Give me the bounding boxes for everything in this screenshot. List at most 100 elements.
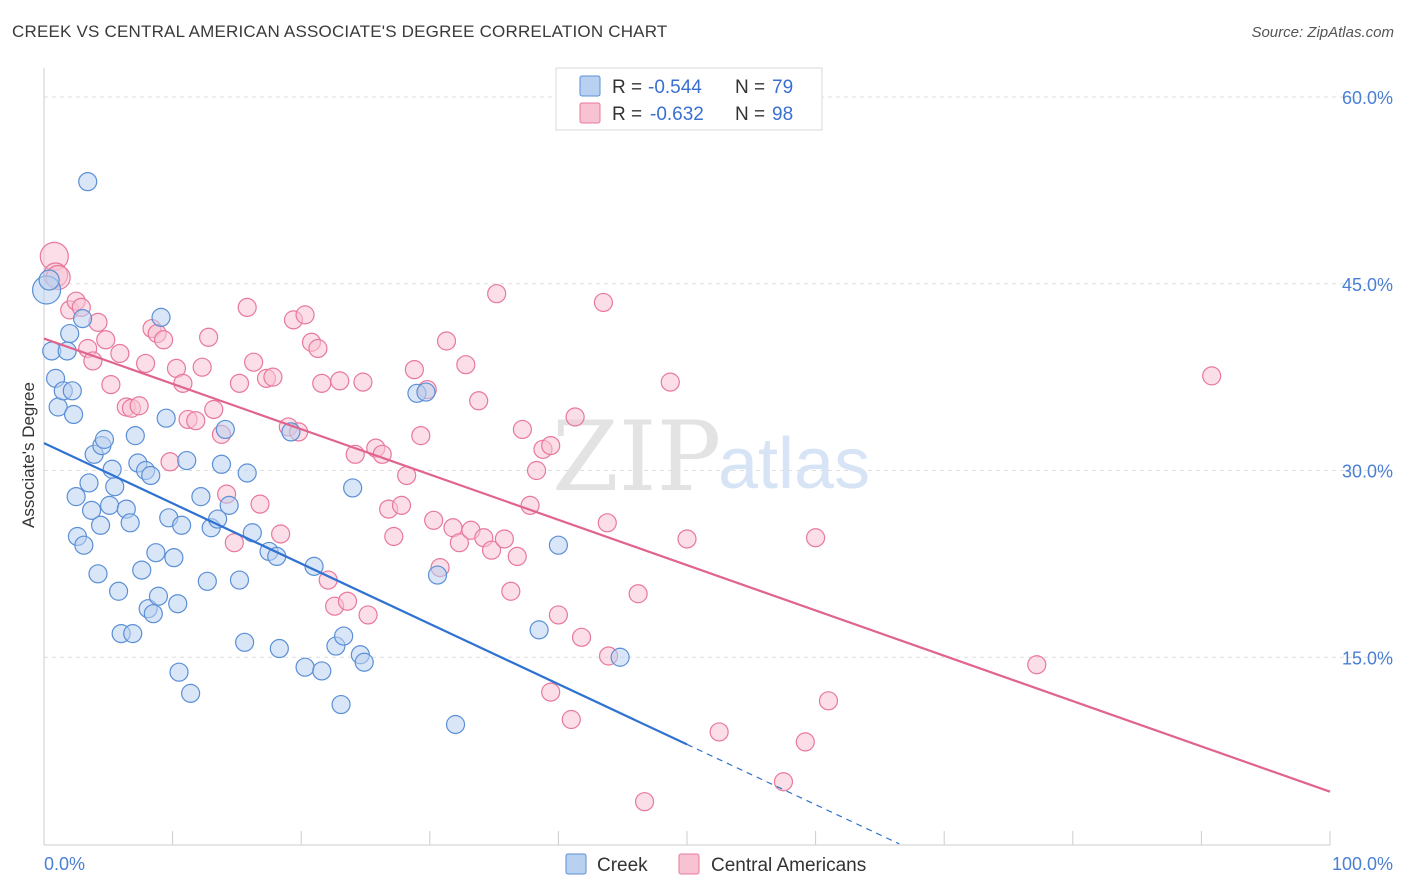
creek-point <box>123 623 143 644</box>
central-point <box>129 396 149 416</box>
central-point <box>709 722 729 742</box>
central-point <box>634 792 655 812</box>
y-axis-label: Associate's Degree <box>19 382 38 528</box>
central-point <box>384 526 404 547</box>
central-point <box>358 605 378 625</box>
creek-point <box>237 463 257 483</box>
creek-point <box>120 513 140 533</box>
central-point <box>312 373 332 393</box>
central-point <box>192 357 212 377</box>
source-label: Source: ZipAtlas.com <box>1251 24 1394 41</box>
legend-n-label-1: N = <box>735 77 765 98</box>
central-point <box>481 540 502 560</box>
creek-point <box>132 560 152 580</box>
creek-point <box>343 478 363 498</box>
central-point <box>526 460 547 481</box>
central-point <box>308 338 328 359</box>
central-point <box>330 371 350 391</box>
y-tick-label-3: 60.0% <box>1342 88 1393 108</box>
creek-point <box>148 586 169 606</box>
creek-point <box>242 523 262 543</box>
central-point <box>520 495 540 515</box>
creek-point <box>197 571 217 591</box>
central-point <box>507 546 527 567</box>
creek-point <box>219 495 239 515</box>
creek-point <box>164 548 184 568</box>
creek-point <box>74 535 94 555</box>
central-point <box>135 353 156 374</box>
legend-r-value-1: -0.544 <box>648 77 702 98</box>
legend-n-value-2: 98 <box>772 104 793 125</box>
creek-point <box>354 652 374 672</box>
creek-point <box>191 487 211 507</box>
creek-point <box>177 450 197 471</box>
creek-point <box>141 465 161 486</box>
x-tick-labels: 0.0% 100.0% <box>44 854 1393 874</box>
legend-swatch-creek <box>579 75 601 97</box>
creek-point <box>99 495 120 515</box>
creek-point <box>235 632 255 652</box>
creek-point <box>72 309 93 329</box>
creek-trend-line <box>43 442 688 746</box>
central-point <box>153 330 174 350</box>
central-point <box>199 327 219 347</box>
creek-point <box>312 661 332 681</box>
bottom-legend-creek: Creek <box>597 855 648 876</box>
central-trend-line <box>43 337 1331 793</box>
central-point <box>512 419 532 440</box>
central-point <box>494 529 514 549</box>
central-point <box>204 399 224 420</box>
legend-r-label-1: R = <box>612 77 642 98</box>
trend-lines <box>43 337 1331 845</box>
central-point <box>237 297 257 318</box>
x-tick-label-1: 100.0% <box>1332 854 1393 874</box>
creek-point <box>105 477 125 497</box>
y-tick-label-0: 15.0% <box>1342 648 1393 668</box>
central-point <box>436 331 457 351</box>
creek-point <box>229 570 250 590</box>
central-point <box>456 355 476 375</box>
central-point <box>186 411 206 431</box>
central-point <box>541 436 561 456</box>
central-point <box>593 292 614 313</box>
central-point <box>628 584 648 604</box>
central-point <box>271 524 291 544</box>
creek-point <box>169 662 189 682</box>
creek-point <box>168 594 188 614</box>
creek-point <box>548 535 569 555</box>
creek-point <box>66 487 86 507</box>
y-tick-labels: 15.0% 30.0% 45.0% 60.0% <box>1342 88 1393 668</box>
central-point <box>353 372 373 392</box>
legend-n-value-1: 79 <box>772 77 793 98</box>
creek-point <box>295 657 315 677</box>
creek-point <box>94 429 115 449</box>
legend-r-label-2: R = <box>612 104 642 125</box>
x-tick-label-0: 0.0% <box>44 854 85 874</box>
creek-point <box>529 620 549 640</box>
legend-box: R = -0.544 N = 79 R = -0.632 N = 98 <box>555 67 823 131</box>
central-point <box>295 305 315 325</box>
legend-swatch-central <box>579 102 601 124</box>
creek-point <box>172 515 192 535</box>
creek-point <box>81 500 102 520</box>
central-point <box>805 528 826 548</box>
central-point <box>229 373 250 393</box>
bottom-legend-central: Central Americans <box>711 855 866 876</box>
central-point <box>404 360 424 380</box>
central-point <box>677 529 697 549</box>
creek-point <box>416 382 436 402</box>
y-tick-label-1: 30.0% <box>1342 462 1393 482</box>
creek-point <box>143 604 163 624</box>
creek-trend-extension <box>686 743 900 845</box>
creek-point <box>269 638 289 659</box>
y-tick-label-2: 45.0% <box>1342 275 1393 295</box>
creek-point <box>108 581 129 601</box>
watermark-atlas: atlas <box>718 424 870 504</box>
bottom-legend: Creek Central Americans <box>565 853 866 876</box>
central-point <box>561 709 581 730</box>
creek-point <box>146 543 166 563</box>
axes <box>43 68 1331 846</box>
central-americans-points <box>39 241 1222 812</box>
creek-point <box>79 473 99 493</box>
